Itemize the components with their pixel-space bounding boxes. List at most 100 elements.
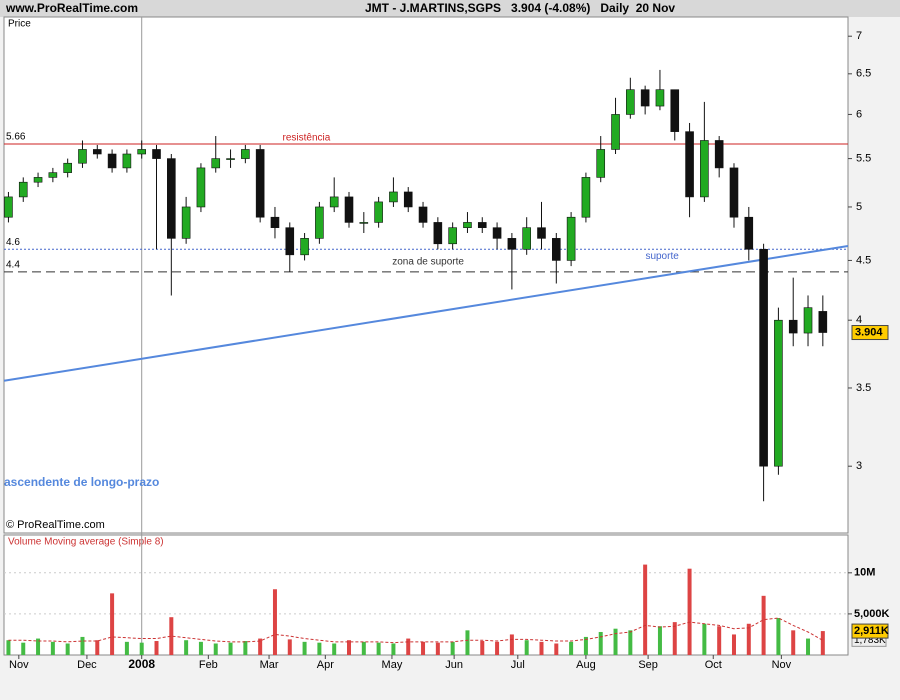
volume-bar: [761, 595, 766, 655]
candle-body: [448, 227, 457, 245]
y-tick-label: 3.5: [856, 382, 871, 394]
candle-body: [255, 149, 265, 218]
candle-body: [285, 227, 295, 256]
candle-body: [196, 167, 206, 208]
volume-bar: [139, 642, 144, 655]
volume-bar: [110, 593, 115, 655]
volume-bar: [124, 641, 129, 655]
volume-bar: [820, 631, 825, 655]
volume-bar: [272, 589, 277, 655]
volume-bar: [539, 641, 544, 655]
candle-body: [788, 319, 798, 334]
volume-bar: [776, 618, 781, 655]
y-tick-label: 3: [856, 460, 862, 472]
candle-body: [714, 140, 724, 169]
candle-body: [566, 216, 576, 261]
volume-bar: [495, 641, 500, 655]
candle-body: [581, 177, 591, 218]
volume-bar: [36, 638, 41, 655]
volume-bar: [347, 640, 352, 655]
candle-body: [611, 114, 620, 150]
candle-body: [418, 206, 428, 223]
volume-bar: [450, 641, 455, 655]
candle-body: [537, 227, 546, 239]
x-tick-label: 2008: [128, 657, 155, 671]
candle-body: [107, 153, 117, 169]
x-tick-label: Sep: [638, 659, 658, 671]
level-label: 5.66: [6, 132, 26, 143]
volume-bar: [376, 642, 381, 655]
candle-body: [700, 140, 709, 198]
volume-bar: [806, 638, 811, 655]
candle-body: [477, 222, 487, 228]
candle-body: [685, 131, 694, 198]
candle-body: [389, 191, 398, 203]
volume-bar: [465, 630, 470, 655]
candle-body: [181, 206, 191, 239]
volume-bar: [687, 568, 692, 655]
candle-body: [270, 216, 280, 228]
candle-body: [492, 227, 502, 239]
candle-body: [359, 222, 369, 224]
x-tick-label: Oct: [705, 659, 722, 671]
volume-bar: [731, 634, 736, 655]
volume-bar: [65, 643, 70, 655]
volume-bar: [317, 642, 322, 655]
volume-bar: [50, 641, 55, 655]
candle-body: [655, 89, 665, 107]
volume-bar: [213, 643, 218, 655]
level-label: 4.4: [6, 259, 20, 270]
candle-body: [774, 319, 783, 467]
candle-body: [152, 149, 161, 159]
candle-body: [92, 149, 102, 155]
axis-label: Price: [8, 19, 31, 30]
y-tick-label: 5,000K: [854, 608, 890, 620]
volume-bar: [80, 636, 85, 655]
volume-bar: [184, 640, 189, 655]
candle-body: [241, 149, 250, 159]
volume-bar: [406, 638, 411, 655]
value-label: 2,911K: [854, 625, 889, 637]
level-name: zona de suporte: [392, 256, 464, 267]
candle-body: [803, 307, 813, 334]
level-name: resistência: [283, 133, 331, 144]
volume-bar: [657, 626, 662, 655]
candle-body: [167, 158, 176, 239]
trendline-label: ascendente de longo-prazo: [4, 475, 159, 489]
volume-bar: [554, 643, 559, 655]
volume-bar: [169, 617, 174, 655]
volume-bar: [509, 634, 514, 655]
y-tick-label: 4.5: [856, 254, 871, 266]
candle-body: [4, 196, 13, 218]
candle-body: [48, 172, 58, 178]
volume-bar: [332, 643, 337, 655]
volume-bar: [598, 631, 603, 655]
candle-body: [63, 162, 72, 173]
value-tag: [851, 623, 889, 639]
volume-bar: [421, 641, 426, 655]
volume-bar: [198, 641, 203, 655]
volume-bar: [672, 622, 677, 655]
candle-body: [137, 149, 147, 155]
x-tick-label: Apr: [317, 659, 334, 671]
volume-bar: [6, 640, 11, 655]
candle-body: [18, 181, 28, 198]
trendline: [3, 244, 849, 382]
candle-body: [463, 222, 472, 228]
y-tick-label: 10M: [854, 567, 875, 579]
candle-body: [818, 311, 828, 333]
x-tick-label: Dec: [77, 659, 97, 671]
candle-body: [552, 238, 561, 261]
volume-bar: [583, 636, 588, 655]
candle-body: [33, 177, 43, 183]
volume-bar: [628, 630, 633, 655]
candle-body: [522, 227, 531, 250]
y-tick-label: 6: [856, 108, 862, 120]
value-label: 1,783K: [854, 635, 886, 646]
volume-bar: [702, 623, 707, 655]
volume-bar: [154, 641, 159, 655]
volume-bar: [480, 641, 485, 655]
volume-bar: [95, 640, 100, 655]
volume-bar: [287, 639, 292, 655]
